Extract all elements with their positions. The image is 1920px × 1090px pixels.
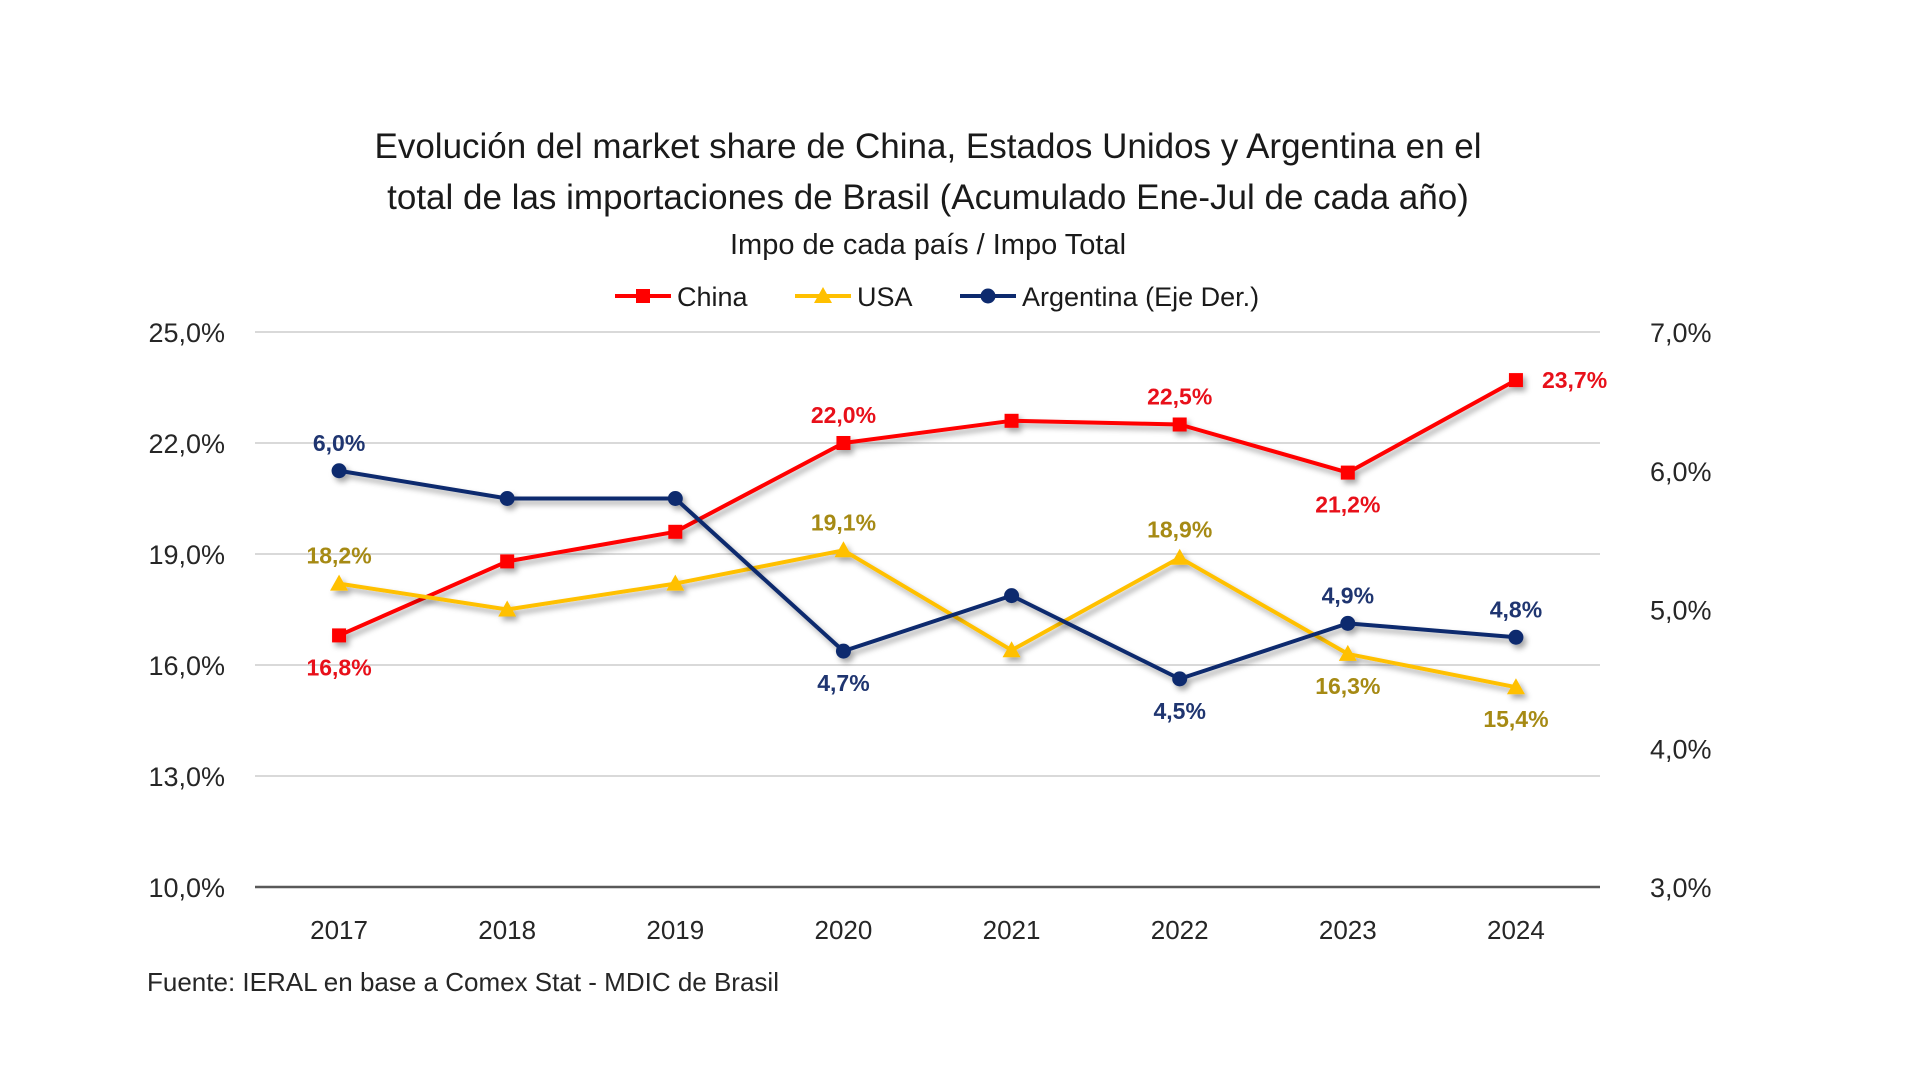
data-label-china: 21,2% [1315, 492, 1380, 518]
data-point-china [1340, 465, 1355, 480]
left-axis: 25,0% 22,0% 19,0% 16,0% 13,0% 10,0% [148, 318, 225, 903]
data-point-usa [498, 600, 517, 617]
data-label-usa: 18,2% [306, 543, 371, 569]
series-line-argentina [338, 468, 1517, 681]
data-label-usa: 18,9% [1147, 517, 1212, 543]
data-point-usa [1338, 644, 1357, 661]
source-note: Fuente: IERAL en base a Comex Stat - MDI… [147, 967, 779, 997]
data-point-china [668, 524, 683, 539]
chart-subtitle: Impo de cada país / Impo Total [730, 229, 1126, 261]
legend-marker-circle [980, 288, 996, 304]
legend-item-argentina: Argentina (Eje Der.) [960, 282, 1259, 312]
data-point-argentina [1004, 588, 1020, 604]
data-label-china: 16,8% [306, 654, 371, 680]
data-point-usa [1506, 678, 1525, 695]
data-label-argentina: 4,5% [1153, 698, 1205, 724]
data-point-usa [666, 574, 685, 591]
legend-marker-square [636, 289, 650, 303]
data-label-argentina: 4,7% [817, 670, 869, 696]
right-axis: 7,0% 6,0% 5,0% 4,0% 3,0% [1650, 318, 1712, 903]
gridlines [255, 331, 1600, 889]
data-point-china [1172, 417, 1187, 432]
left-tick-label: 13,0% [148, 762, 225, 792]
series-china [332, 373, 1523, 643]
x-tick-label: 2020 [815, 915, 873, 945]
x-tick-label: 2019 [646, 915, 704, 945]
x-tick-label: 2018 [478, 915, 536, 945]
data-label-usa: 16,3% [1315, 673, 1380, 699]
legend-label: Argentina (Eje Der.) [1022, 282, 1259, 312]
data-label-argentina: 4,9% [1322, 582, 1374, 608]
right-tick-label: 7,0% [1650, 318, 1712, 348]
data-point-china [836, 436, 851, 450]
x-tick-label: 2022 [1151, 915, 1209, 945]
chart-title-line-1: Evolución del market share de China, Est… [374, 127, 1481, 166]
data-point-argentina [1172, 671, 1188, 687]
series-group [330, 373, 1525, 695]
data-label-argentina: 6,0% [313, 430, 365, 456]
data-point-argentina [1508, 629, 1524, 645]
data-point-china [332, 628, 347, 643]
series-argentina [331, 463, 1524, 687]
data-point-china [500, 554, 515, 569]
right-tick-label: 5,0% [1650, 596, 1712, 626]
legend-marker-triangle [814, 287, 832, 303]
data-label-usa: 15,4% [1483, 706, 1548, 732]
right-tick-label: 6,0% [1650, 457, 1712, 487]
data-labels: 16,8% 22,0% 22,5% 21,2% 23,7% 18,2% 19,1% 18,9%… [306, 367, 1607, 732]
data-label-usa: 19,1% [811, 509, 876, 535]
legend-item-usa: USA [795, 282, 913, 312]
data-point-china [1004, 413, 1019, 428]
series-line-china [338, 378, 1517, 638]
x-tick-label: 2021 [983, 915, 1041, 945]
legend-item-china: China [615, 282, 749, 312]
data-point-argentina [331, 463, 347, 479]
data-label-argentina: 4,8% [1490, 596, 1542, 622]
right-tick-label: 3,0% [1650, 873, 1712, 903]
x-tick-label: 2024 [1487, 915, 1545, 945]
chart-title-line-2: total de las importaciones de Brasil (Ac… [387, 178, 1469, 217]
series-line-usa [338, 548, 1517, 690]
data-point-argentina [499, 491, 515, 506]
left-tick-label: 16,0% [148, 651, 225, 681]
data-point-china [1508, 373, 1523, 388]
data-point-usa [330, 574, 349, 591]
right-tick-label: 4,0% [1650, 734, 1712, 764]
data-point-argentina [835, 643, 851, 659]
left-tick-label: 25,0% [148, 318, 225, 348]
x-tick-label: 2017 [310, 915, 368, 945]
data-label-china: 22,5% [1147, 384, 1212, 410]
legend-label: USA [857, 282, 913, 312]
data-label-china: 22,0% [811, 402, 876, 428]
series-usa [330, 541, 1525, 695]
data-label-china: 23,7% [1542, 367, 1607, 393]
legend-label: China [677, 282, 749, 312]
data-point-argentina [1340, 615, 1356, 631]
data-point-argentina [667, 491, 683, 506]
data-point-usa [834, 541, 853, 558]
data-point-usa [1002, 641, 1021, 658]
legend: China USA Argentina (Eje Der.) [615, 282, 1259, 312]
left-tick-label: 19,0% [148, 540, 225, 570]
x-axis: 2017 2018 2019 2020 2021 2022 2023 2024 [310, 915, 1545, 945]
left-tick-label: 10,0% [148, 873, 225, 903]
x-tick-label: 2023 [1319, 915, 1377, 945]
left-tick-label: 22,0% [148, 429, 225, 459]
data-point-usa [1170, 548, 1189, 565]
